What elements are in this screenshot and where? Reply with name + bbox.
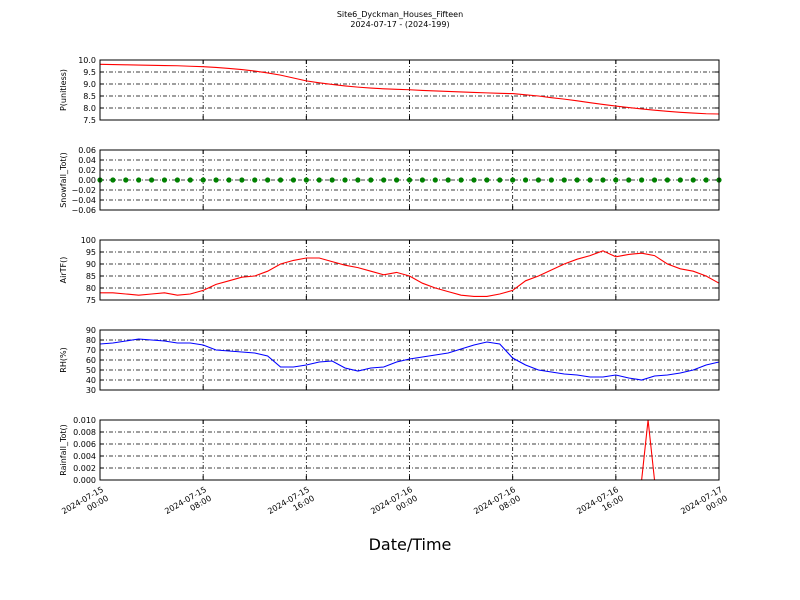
data-point — [342, 177, 348, 183]
data-point — [677, 177, 683, 183]
data-point — [471, 177, 477, 183]
y-tick-label: 0.000 — [73, 476, 96, 485]
data-line — [99, 338, 720, 381]
data-point — [587, 177, 593, 183]
data-point — [445, 177, 451, 183]
data-point — [613, 177, 619, 183]
data-point — [458, 177, 464, 183]
y-tick-label: 0.008 — [73, 428, 96, 437]
y-tick-label: 0.04 — [78, 156, 96, 165]
plot-frame — [99, 329, 720, 391]
data-point — [355, 177, 361, 183]
data-point — [290, 177, 297, 183]
data-line — [100, 250, 720, 297]
y-tick-label: 100 — [81, 236, 96, 245]
y-tick-label: 0.06 — [78, 146, 96, 155]
data-point — [548, 177, 554, 183]
data-point — [265, 177, 271, 183]
y-tick-label: 60 — [86, 356, 96, 365]
data-point — [535, 177, 542, 183]
y-tick-label: 40 — [86, 376, 96, 385]
plot-frame — [99, 419, 720, 481]
data-point — [174, 177, 180, 183]
data-point — [110, 177, 116, 183]
data-point — [703, 177, 709, 183]
data-point — [277, 177, 284, 183]
chart-title: Site6_Dyckman_Houses_Fifteen — [337, 10, 463, 19]
data-point — [136, 177, 142, 183]
data-line — [99, 63, 720, 115]
y-tick-label: 0.002 — [73, 464, 96, 473]
y-tick-label: 9.5 — [83, 68, 96, 77]
data-point — [161, 177, 168, 183]
data-point — [252, 177, 258, 183]
data-point — [239, 177, 245, 183]
data-point — [368, 177, 374, 183]
y-tick-label: 0.004 — [73, 452, 96, 461]
x-axis-label: Date/Time — [369, 535, 452, 554]
data-point — [419, 177, 425, 183]
data-point — [148, 177, 155, 183]
data-point — [522, 177, 529, 183]
data-point — [329, 177, 335, 183]
y-tick-label: 80 — [86, 336, 96, 345]
data-point — [497, 177, 503, 183]
y-tick-label: 70 — [86, 346, 96, 355]
y-tick-label: 90 — [86, 260, 96, 269]
y-tick-label: −0.04 — [71, 196, 96, 205]
data-point — [510, 177, 516, 183]
y-tick-label: 95 — [86, 248, 96, 257]
data-point — [574, 177, 580, 183]
data-point — [664, 177, 671, 183]
y-axis-label: Snowfall_Tot() — [59, 152, 68, 208]
y-tick-label: 0.00 — [78, 176, 96, 185]
y-tick-label: 9.0 — [83, 80, 96, 89]
data-point — [394, 177, 400, 183]
plot-frame — [99, 239, 720, 301]
y-tick-label: 10.0 — [78, 56, 96, 65]
y-tick-label: 0.010 — [73, 416, 96, 425]
y-tick-label: 8.0 — [83, 104, 96, 113]
y-axis-label: AirTF() — [59, 257, 68, 284]
data-point — [123, 177, 129, 183]
y-axis-label: P(unitless) — [59, 69, 68, 111]
data-point — [187, 177, 193, 183]
data-point — [303, 177, 309, 183]
y-tick-label: 30 — [86, 386, 96, 395]
y-tick-label: −0.02 — [71, 186, 96, 195]
plot-frame — [99, 149, 720, 211]
data-point — [200, 177, 206, 183]
data-point — [561, 177, 567, 183]
y-axis-label: RH(%) — [59, 347, 68, 372]
data-point — [316, 177, 322, 183]
data-point — [213, 177, 219, 183]
y-tick-label: 75 — [86, 296, 96, 305]
y-tick-label: 50 — [86, 366, 96, 375]
y-tick-label: 7.5 — [83, 116, 96, 125]
y-axis-label: Rainfall_Tot() — [59, 424, 68, 476]
chart-subtitle: 2024-07-17 - (2024-199) — [350, 20, 449, 29]
data-point — [651, 177, 658, 183]
data-point — [432, 177, 438, 183]
data-point — [626, 177, 632, 183]
data-point — [639, 177, 645, 183]
y-tick-label: −0.06 — [71, 206, 96, 215]
data-point — [381, 177, 387, 183]
data-point — [406, 177, 413, 183]
data-point — [484, 177, 490, 183]
plot-frame — [99, 59, 720, 121]
y-tick-label: 8.5 — [83, 92, 96, 101]
y-tick-label: 85 — [86, 272, 96, 281]
y-tick-label: 0.02 — [78, 166, 96, 175]
data-point — [226, 177, 232, 183]
y-tick-label: 80 — [86, 284, 96, 293]
y-tick-label: 90 — [86, 326, 96, 335]
data-point — [600, 177, 606, 183]
data-point — [690, 177, 696, 183]
y-tick-label: 0.006 — [73, 440, 96, 449]
